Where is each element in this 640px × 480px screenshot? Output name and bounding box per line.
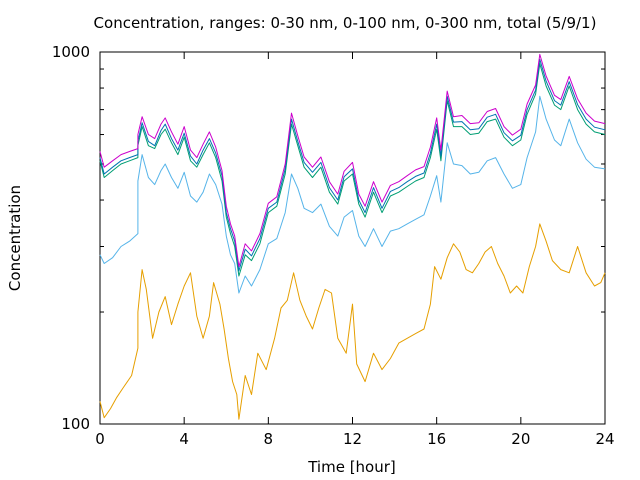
y-tick-label: 100 (61, 415, 90, 433)
series-line-2 (99, 95, 606, 294)
x-axis-label: Time [hour] (307, 458, 396, 476)
series-layer (99, 53, 606, 420)
x-ticks: 0 4 8 12 16 20 24 (95, 52, 615, 448)
x-tick-label: 0 (95, 430, 105, 448)
x-tick-label: 20 (511, 430, 530, 448)
x-tick-label: 12 (343, 430, 362, 448)
y-axis-label: Concentration (6, 185, 24, 291)
y-ticks: 100 1000 (52, 43, 605, 433)
plot-frame (99, 51, 606, 425)
series-line-4 (99, 58, 606, 272)
y-minor-ticks (100, 68, 605, 313)
series-line-3 (99, 63, 606, 277)
x-tick-label: 4 (179, 430, 189, 448)
series-line-5 (99, 53, 606, 268)
y-tick-label: 1000 (52, 43, 90, 61)
x-tick-label: 8 (264, 430, 274, 448)
x-tick-label: 24 (595, 430, 614, 448)
chart-title: Concentration, ranges: 0-30 nm, 0-100 nm… (94, 14, 597, 32)
x-tick-label: 16 (427, 430, 446, 448)
series-line-1 (99, 223, 606, 420)
